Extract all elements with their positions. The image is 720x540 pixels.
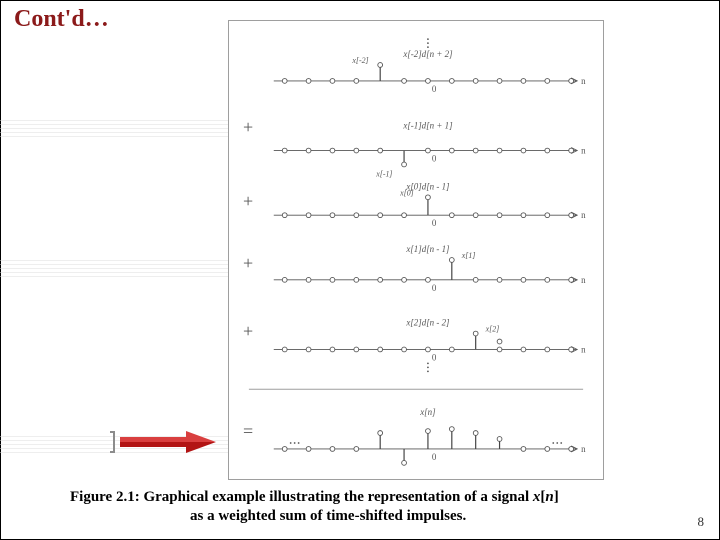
svg-text:0: 0 [432, 84, 437, 94]
svg-text:n: n [581, 344, 586, 354]
caption-line2: as a weighted sum of time-shifted impuls… [70, 507, 466, 526]
svg-text:x[2]d[n - 2]: x[2]d[n - 2] [405, 318, 450, 328]
figure-panel-box: x[-2]d[n + 2] n 0 x[-2] x[-1]d[n + 1] n 0 x[-1]… [228, 20, 604, 480]
plus-operator: + [243, 117, 253, 138]
svg-text:0: 0 [432, 218, 437, 228]
caption-signal-n: n [545, 489, 553, 505]
svg-text:n: n [581, 146, 586, 156]
svg-text:x[2]: x[2] [485, 325, 500, 334]
svg-text:0: 0 [432, 283, 437, 293]
svg-text:n: n [581, 76, 586, 86]
equals-operator: = [243, 421, 253, 442]
caption-signal-x: x [533, 489, 541, 505]
svg-text:0: 0 [432, 452, 437, 462]
svg-text:x[1]d[n - 1]: x[1]d[n - 1] [405, 244, 450, 254]
svg-text:x[-1]: x[-1] [375, 169, 392, 178]
svg-text:n: n [581, 210, 586, 220]
decorative-hairlines [0, 260, 228, 280]
page-number: 8 [698, 514, 705, 530]
caption-prefix: Figure 2.1: Graphical example illustrati… [70, 489, 533, 505]
svg-text:0: 0 [432, 352, 437, 362]
svg-text:0: 0 [432, 153, 437, 163]
svg-text:x[0]: x[0] [399, 188, 414, 197]
svg-text:x[1]: x[1] [461, 251, 476, 260]
svg-text:x[-1]d[n + 1]: x[-1]d[n + 1] [402, 121, 453, 131]
svg-text:n: n [581, 275, 586, 285]
decorative-hairlines [0, 120, 228, 140]
svg-text:x[n]: x[n] [419, 407, 436, 417]
svg-text:n: n [581, 444, 586, 454]
result-arrow [108, 428, 218, 456]
svg-text:x[-2]: x[-2] [351, 56, 368, 65]
page-title: Cont'd… [14, 6, 109, 33]
impulse-decomposition-figure: x[-2]d[n + 2] n 0 x[-2] x[-1]d[n + 1] n 0 x[-1]… [229, 21, 603, 479]
plus-operator: + [243, 253, 253, 274]
figure-caption: Figure 2.1: Graphical example illustrati… [70, 488, 692, 526]
svg-text:x[-2]d[n + 2]: x[-2]d[n + 2] [402, 49, 453, 59]
plus-operator: + [243, 321, 253, 342]
plus-operator: + [243, 191, 253, 212]
